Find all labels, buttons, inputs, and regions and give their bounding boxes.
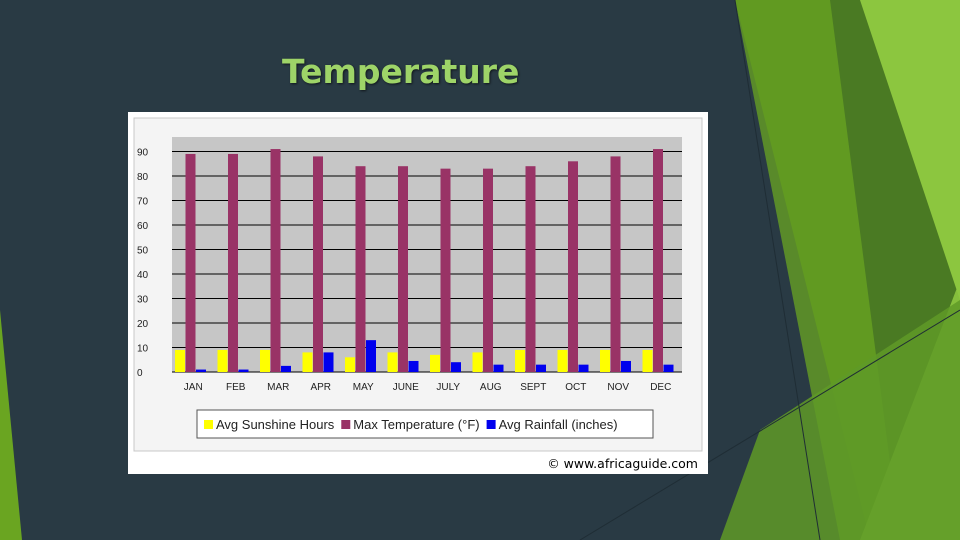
bar	[557, 349, 568, 372]
y-tick-label: 60	[137, 221, 149, 232]
bar	[217, 349, 228, 372]
bar	[430, 354, 440, 372]
bar	[260, 349, 270, 372]
bar	[472, 352, 483, 372]
bar	[536, 364, 546, 372]
x-tick-label: AUG	[480, 382, 502, 393]
legend-entry: Avg Rainfall (inches)	[499, 417, 618, 432]
x-tick-label: FEB	[226, 382, 246, 393]
bar	[355, 166, 366, 372]
x-tick-label: MAY	[353, 382, 374, 393]
grid-lines	[172, 151, 682, 373]
x-tick-label: OCT	[565, 382, 586, 393]
bar	[185, 153, 196, 372]
x-tick-label: JAN	[184, 382, 203, 393]
bar	[493, 364, 504, 372]
y-tick-label: 20	[137, 319, 149, 330]
bar	[642, 349, 653, 372]
y-tick-label: 80	[137, 172, 149, 183]
bar	[196, 369, 206, 372]
x-tick-label: NOV	[607, 382, 629, 393]
x-tick-label: APR	[310, 382, 331, 393]
bar	[398, 166, 408, 372]
credit-text: © www.africaguide.com	[547, 456, 698, 471]
bar	[366, 340, 376, 372]
legend-swatch	[486, 420, 496, 429]
bar	[302, 352, 313, 372]
y-tick-label: 10	[137, 344, 149, 355]
bar	[578, 364, 589, 372]
bars	[175, 149, 674, 372]
bar	[483, 168, 493, 372]
y-tick-label: 0	[137, 368, 143, 379]
legend-entry: Max Temperature (°F)	[353, 417, 479, 432]
bar	[525, 166, 536, 372]
x-tick-label: JUNE	[393, 382, 419, 393]
y-tick-label: 30	[137, 295, 149, 306]
legend-entry: Avg Sunshine Hours	[216, 417, 335, 432]
legend-swatch	[341, 420, 351, 429]
x-tick-label: JULY	[436, 382, 460, 393]
bar	[653, 149, 663, 372]
bar	[323, 352, 334, 372]
bar	[451, 362, 461, 372]
x-tick-labels: JAN FEB MAR APR MAY JUNE JULY AUG SEPT OCT NOV DEC	[184, 382, 672, 393]
bar	[313, 156, 323, 372]
legend-swatch	[204, 420, 213, 429]
plot-area	[172, 137, 682, 372]
bar	[663, 364, 674, 372]
y-tick-labels: 0 10 20 30 40 50 60 70 80 90	[137, 148, 149, 380]
y-tick-label: 70	[137, 197, 149, 208]
y-tick-label: 40	[137, 270, 149, 281]
x-tick-label: SEPT	[520, 382, 546, 393]
bar	[228, 153, 238, 372]
bar	[175, 349, 185, 372]
x-tick-label: DEC	[650, 382, 671, 393]
bar	[610, 156, 621, 372]
bar	[387, 352, 398, 372]
bar	[408, 360, 419, 372]
bar	[621, 360, 631, 372]
y-tick-label: 50	[137, 246, 149, 257]
bar	[238, 369, 249, 372]
slide-title: Temperature	[282, 52, 520, 91]
bar	[345, 357, 355, 372]
bar	[600, 349, 610, 372]
bar	[568, 161, 578, 372]
legend: Avg Sunshine Hours Max Temperature (°F) Av…	[196, 409, 654, 439]
x-tick-label: MAR	[267, 382, 289, 393]
y-tick-label: 90	[137, 148, 149, 159]
bar	[515, 349, 525, 372]
bar	[440, 168, 451, 372]
bar	[270, 149, 281, 372]
legend-box	[196, 409, 654, 439]
bar	[281, 365, 291, 372]
